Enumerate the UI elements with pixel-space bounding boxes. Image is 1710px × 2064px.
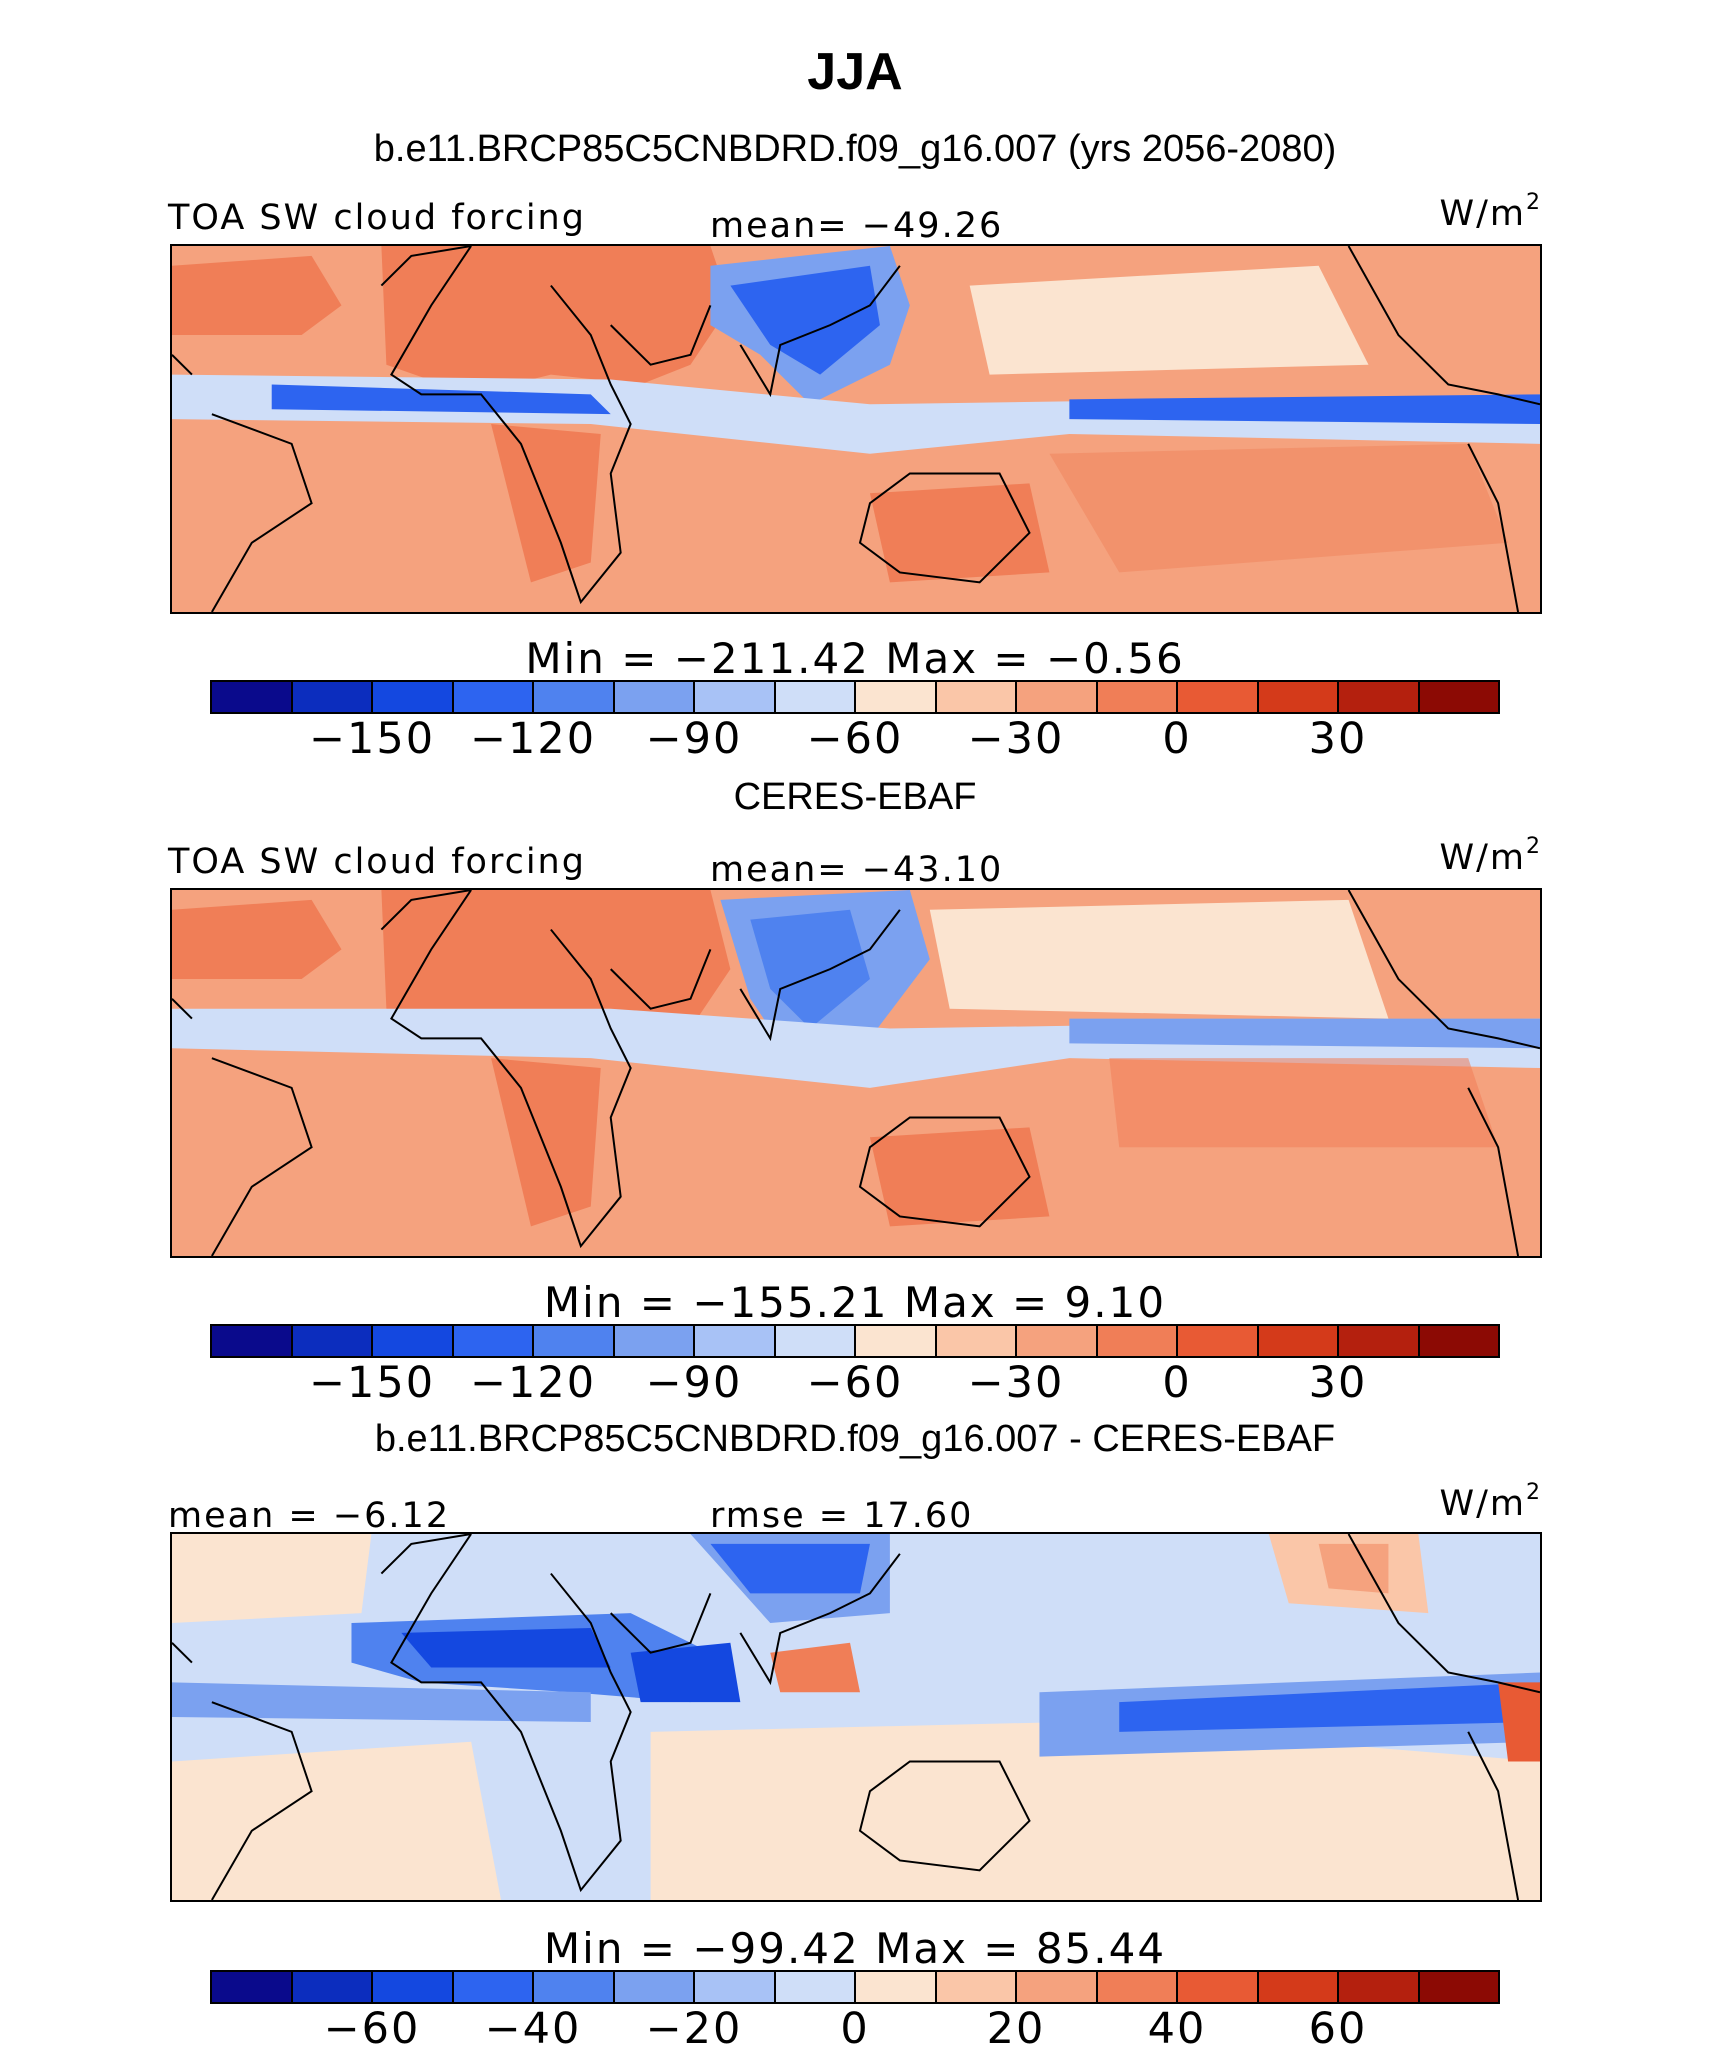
panel-1-map-field: [172, 246, 1540, 612]
colorbar-swatch: [856, 682, 937, 712]
main-title: JJA: [807, 43, 903, 101]
panel-1-tick: −150: [308, 714, 436, 764]
colorbar-swatch: [1097, 1972, 1178, 2002]
panel-2-tick: −120: [469, 1358, 597, 1408]
panel-3-tick: 40: [1147, 2004, 1207, 2054]
panel-2-map-field: [172, 890, 1540, 1256]
colorbar-swatch: [292, 682, 373, 712]
colorbar-swatch: [1419, 1972, 1498, 2002]
panel-2-colorbar: [210, 1324, 1500, 1358]
panel-2-variable-label: TOA SW cloud forcing: [168, 842, 586, 882]
colorbar-swatch: [775, 1972, 856, 2002]
panel-1-units: W/m2: [1439, 190, 1542, 234]
colorbar-swatch: [1017, 1972, 1098, 2002]
panel-3-minmax: Min = −99.42 Max = 85.44: [543, 1924, 1167, 1973]
panel-1-title: b.e11.BRCP85C5CNBDRD.f09_g16.007 (yrs 20…: [373, 128, 1337, 170]
panel-1-tick: 30: [1308, 714, 1368, 764]
colorbar-swatch: [534, 682, 615, 712]
colorbar-swatch: [614, 682, 695, 712]
colorbar-swatch: [775, 1326, 856, 1356]
colorbar-swatch: [453, 1326, 534, 1356]
colorbar-swatch: [1339, 1972, 1420, 2002]
colorbar-swatch: [1258, 682, 1339, 712]
colorbar-swatch: [1419, 682, 1498, 712]
colorbar-swatch: [1178, 1972, 1259, 2002]
colorbar-swatch: [695, 682, 776, 712]
colorbar-swatch: [212, 1326, 293, 1356]
panel-3-units: W/m2: [1439, 1480, 1542, 1524]
colorbar-swatch: [292, 1326, 373, 1356]
colorbar-swatch: [212, 1972, 293, 2002]
panel-3-title: b.e11.BRCP85C5CNBDRD.f09_g16.007 - CERES…: [374, 1418, 1336, 1460]
colorbar-swatch: [212, 682, 293, 712]
panel-2-tick: 0: [1162, 1358, 1192, 1408]
panel-1-tick: −30: [967, 714, 1065, 764]
panel-1-tick: −90: [645, 714, 743, 764]
panel-3-tick: 60: [1308, 2004, 1368, 2054]
panel-1-tick: −120: [469, 714, 597, 764]
panel-2-map: [170, 888, 1542, 1258]
panel-1-variable-label: TOA SW cloud forcing: [168, 198, 586, 238]
colorbar-swatch: [695, 1972, 776, 2002]
colorbar-swatch: [775, 682, 856, 712]
panel-1-tick: 0: [1162, 714, 1192, 764]
colorbar-swatch: [292, 1972, 373, 2002]
panel-2-units: W/m2: [1439, 834, 1542, 878]
panel-2-tick: −150: [308, 1358, 436, 1408]
colorbar-swatch: [1097, 682, 1178, 712]
colorbar-swatch: [1258, 1972, 1339, 2002]
colorbar-swatch: [1339, 682, 1420, 712]
colorbar-swatch: [856, 1972, 937, 2002]
colorbar-swatch: [453, 1972, 534, 2002]
panel-3-tick: −60: [323, 2004, 421, 2054]
panel-2-minmax: Min = −155.21 Max = 9.10: [543, 1278, 1167, 1327]
colorbar-swatch: [534, 1972, 615, 2002]
colorbar-swatch: [534, 1326, 615, 1356]
colorbar-swatch: [936, 1972, 1017, 2002]
colorbar-swatch: [614, 1326, 695, 1356]
panel-1-mean-label: mean= −49.26: [710, 206, 1004, 246]
colorbar-swatch: [1339, 1326, 1420, 1356]
colorbar-swatch: [1097, 1326, 1178, 1356]
panel-3-tick: −20: [645, 2004, 743, 2054]
colorbar-swatch: [614, 1972, 695, 2002]
colorbar-swatch: [936, 1326, 1017, 1356]
panel-3-mean-label: mean = −6.12: [168, 1496, 451, 1536]
colorbar-swatch: [856, 1326, 937, 1356]
panel-1-colorbar: [210, 680, 1500, 714]
panel-2-tick: 30: [1308, 1358, 1368, 1408]
panel-1-minmax: Min = −211.42 Max = −0.56: [525, 634, 1185, 683]
panel-3-map: [170, 1532, 1542, 1902]
colorbar-swatch: [1017, 682, 1098, 712]
panel-3-tick: 0: [840, 2004, 870, 2054]
panel-1-tick: −60: [806, 714, 904, 764]
colorbar-swatch: [373, 1972, 454, 2002]
panel-3-map-field: [172, 1534, 1540, 1900]
colorbar-swatch: [1419, 1326, 1498, 1356]
colorbar-swatch: [936, 682, 1017, 712]
panel-1-map: [170, 244, 1542, 614]
panel-3-tick: −40: [484, 2004, 582, 2054]
colorbar-swatch: [373, 682, 454, 712]
panel-3-colorbar: [210, 1970, 1500, 2004]
panel-2-title: CERES-EBAF: [733, 776, 977, 818]
panel-2-tick: −90: [645, 1358, 743, 1408]
panel-3-tick: 20: [986, 2004, 1046, 2054]
colorbar-swatch: [453, 682, 534, 712]
panel-3-rmse-label: rmse = 17.60: [710, 1496, 974, 1536]
colorbar-swatch: [1178, 1326, 1259, 1356]
colorbar-swatch: [1258, 1326, 1339, 1356]
colorbar-swatch: [373, 1326, 454, 1356]
panel-2-tick: −30: [967, 1358, 1065, 1408]
colorbar-swatch: [695, 1326, 776, 1356]
panel-2-tick: −60: [806, 1358, 904, 1408]
colorbar-swatch: [1178, 682, 1259, 712]
panel-2-mean-label: mean= −43.10: [710, 850, 1004, 890]
colorbar-swatch: [1017, 1326, 1098, 1356]
